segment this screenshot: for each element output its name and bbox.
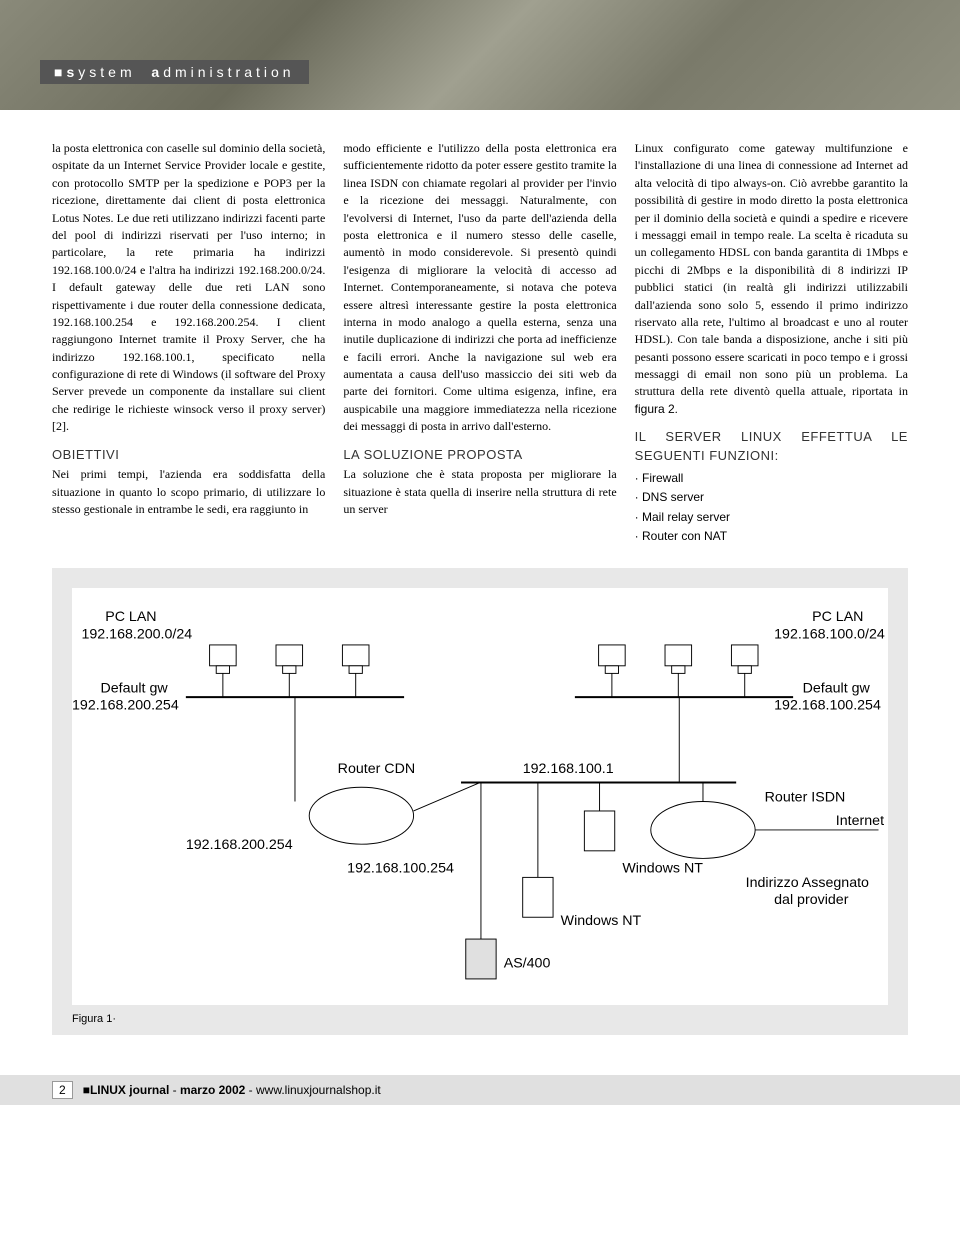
label-winnt-1: Windows NT xyxy=(622,860,703,876)
label-gw-right: Default gw 192.168.100.254 xyxy=(774,680,881,713)
col1-para2: Nei primi tempi, l'azienda era soddisfat… xyxy=(52,466,325,518)
label-pclan-left: PC LAN 192.168.200.0/24 xyxy=(81,609,192,642)
label-router-cdn: Router CDN xyxy=(338,761,415,777)
list-item: · DNS server xyxy=(635,489,908,506)
pc-icon xyxy=(731,644,758,696)
list-item: · Router con NAT xyxy=(635,528,908,545)
functions-list: · Firewall · DNS server · Mail relay ser… xyxy=(635,470,908,546)
column-1: la posta elettronica con caselle sul dom… xyxy=(52,140,325,548)
col1-heading-obiettivi: OBIETTIVI xyxy=(52,446,325,465)
network-diagram-svg: PC LAN 192.168.200.0/24 Default gw 192.1… xyxy=(72,588,888,1005)
footer-text: ■LINUX journal - marzo 2002 - www.linuxj… xyxy=(83,1083,381,1097)
page-footer: 2 ■LINUX journal - marzo 2002 - www.linu… xyxy=(0,1075,960,1105)
label-assigned: Indirizzo Assegnato dal provider xyxy=(746,874,873,907)
figure-ref: figura 2 xyxy=(635,402,675,416)
list-item: · Mail relay server xyxy=(635,509,908,526)
pc-icon xyxy=(599,644,626,696)
server-icon xyxy=(466,782,496,978)
label-internet: Internet xyxy=(836,813,884,829)
col2-para1: modo efficiente e l'utilizzo della posta… xyxy=(343,140,616,436)
header-background: ■system administration xyxy=(0,0,960,110)
diagram: PC LAN 192.168.200.0/24 Default gw 192.1… xyxy=(72,588,888,1005)
diagram-wrapper: PC LAN 192.168.200.0/24 Default gw 192.1… xyxy=(52,568,908,1035)
label-pclan-right: PC LAN 192.168.100.0/24 xyxy=(774,609,885,642)
pc-icon xyxy=(342,644,369,696)
label-winnt-2: Windows NT xyxy=(561,912,642,928)
label-router-isdn: Router ISDN xyxy=(765,789,846,805)
label-ip-right: 192.168.100.1 xyxy=(523,761,614,777)
category-dmin: dministration xyxy=(163,64,294,80)
col3-heading-funzioni: IL SERVER LINUX EFFETTUA LE SEGUENTI FUN… xyxy=(635,428,908,466)
list-item: · Firewall xyxy=(635,470,908,487)
pc-icon xyxy=(210,644,237,696)
column-3: Linux configurato come gateway multifunz… xyxy=(635,140,908,548)
col2-para2: La soluzione che è stata proposta per mi… xyxy=(343,466,616,518)
page-number: 2 xyxy=(52,1081,73,1099)
pc-icon xyxy=(665,644,692,696)
category-s: s xyxy=(66,64,78,80)
category-ystem: ystem xyxy=(78,64,135,80)
label-gw-left: Default gw 192.168.200.254 xyxy=(72,680,179,713)
main-content: la posta elettronica con caselle sul dom… xyxy=(0,110,960,1055)
server-icon xyxy=(523,782,553,917)
category-bar: ■system administration xyxy=(40,60,309,84)
category-a: a xyxy=(151,64,163,80)
label-ip-mid: 192.168.100.254 xyxy=(347,860,454,876)
pc-icon xyxy=(276,644,303,696)
col3-para1: Linux configurato come gateway multifunz… xyxy=(635,140,908,418)
server-icon xyxy=(584,782,614,850)
text-columns: la posta elettronica con caselle sul dom… xyxy=(52,140,908,548)
col1-para1: la posta elettronica con caselle sul dom… xyxy=(52,140,325,436)
figure-caption: Figura 1· xyxy=(72,1013,888,1025)
col2-heading-soluzione: LA SOLUZIONE PROPOSTA xyxy=(343,446,616,465)
label-ip-left: 192.168.200.254 xyxy=(186,836,293,852)
label-as400: AS/400 xyxy=(504,955,551,971)
column-2: modo efficiente e l'utilizzo della posta… xyxy=(343,140,616,548)
